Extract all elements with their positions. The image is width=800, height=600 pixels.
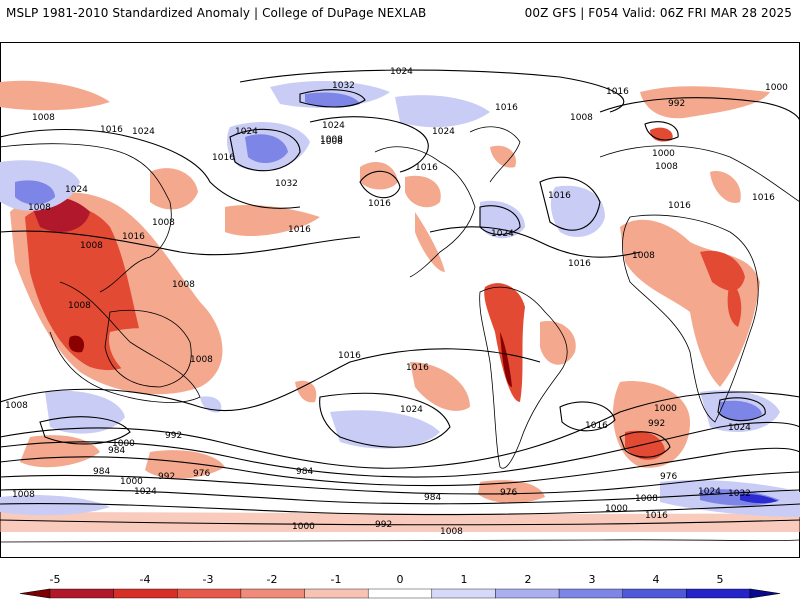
scale-tick-label: 5 [717,573,724,586]
scale-swatch [495,588,560,599]
isobar-label: 1016 [548,191,571,201]
isobar-label: 1016 [100,125,123,135]
isobar-label: 1008 [320,137,343,147]
isobar-label: 1024 [728,423,751,433]
isobar-label: 1016 [668,201,691,211]
scale-swatch [113,588,178,599]
isobar-label: 1000 [765,83,788,93]
isobar-label: 984 [93,467,110,477]
isobar-label: 1024 [491,229,514,239]
scale-tick-label: -2 [267,573,278,586]
isobar-labels: 1024 1032 1016 992 1000 1008 1016 1024 1… [5,67,788,537]
isobar-label: 1016 [338,351,361,361]
scale-tick-label: 0 [397,573,404,586]
scale-tick-label: -5 [50,573,61,586]
isobar-label: 1008 [655,162,678,172]
isobar-label: 1016 [415,163,438,173]
isobar-label: 1000 [112,439,135,449]
isobar-label: 992 [648,419,665,429]
scale-tick-label: 1 [461,573,468,586]
anomaly-map: 1024 1032 1016 992 1000 1008 1016 1024 1… [0,42,800,558]
isobar-label: 1024 [322,121,345,131]
isobar-label: 992 [158,472,175,482]
color-scale-swatches [19,588,781,599]
isobar-label: 1016 [645,511,668,521]
isobar-lines [0,69,800,526]
isobar-label: 1008 [632,251,655,261]
scale-swatch [558,588,623,599]
isobar-label: 1024 [400,405,423,415]
isobar-label: 984 [296,467,313,477]
scale-swatch [304,588,369,599]
isobar-label: 1016 [122,232,145,242]
isobar-label: 1016 [585,421,608,431]
map-title: MSLP 1981-2010 Standardized Anomaly | Co… [6,6,427,20]
scale-tick-label: 2 [525,573,532,586]
isobar-label: 1000 [292,522,315,532]
scale-swatch [19,588,51,599]
isobar-label: 984 [424,493,441,503]
negative-anomaly-areas [0,80,800,532]
scale-tick-label: 4 [653,573,660,586]
isobar-label: 1024 [390,67,413,77]
isobar-label: 976 [193,469,210,479]
scale-swatch [622,588,687,599]
isobar-label: 1008 [440,527,463,537]
scale-tick-label: -3 [203,573,214,586]
isobar-label: 1008 [152,218,175,228]
scale-swatch [367,588,433,599]
isobar-label: 1008 [570,113,593,123]
scale-swatch [49,588,114,599]
isobar-label: 1032 [275,179,298,189]
isobar-label: 992 [668,99,685,109]
isobar-label: 1016 [752,193,775,203]
isobar-label: 1016 [568,259,591,269]
isobar-label: 1016 [288,225,311,235]
scale-swatch [177,588,242,599]
isobar-label: 1016 [495,103,518,113]
isobar-label: 1024 [698,487,721,497]
color-scale-ticks: -5 -4 -3 -2 -1 0 1 2 3 4 5 [50,573,724,586]
color-scale-legend: -5 -4 -3 -2 -1 0 1 2 3 4 5 [19,573,781,599]
scale-tick-label: 3 [589,573,596,586]
isobar-label: 1008 [12,490,35,500]
isobar-label: 1024 [65,185,88,195]
scale-tick-label: -1 [331,573,342,586]
isobar-label: 1024 [235,127,258,137]
isobar-label: 1008 [635,494,658,504]
scale-tick-label: -4 [140,573,151,586]
scale-swatch [686,588,751,599]
scale-swatch [749,588,781,599]
scale-swatch [240,588,305,599]
isobar-label: 1016 [606,87,629,97]
isobar-label: 1008 [28,203,51,213]
isobar-label: 992 [375,520,392,530]
isobar-label: 976 [500,488,517,498]
isobar-label: 992 [165,431,182,441]
isobar-label: 1008 [68,301,91,311]
isobar-label: 1008 [5,401,28,411]
isobar-label: 1016 [368,199,391,209]
isobar-label: 1000 [605,504,628,514]
isobar-label: 1000 [654,404,677,414]
isobar-label: 1000 [652,149,675,159]
isobar-label: 1008 [80,241,103,251]
isobar-label: 1008 [190,355,213,365]
model-run-info: 00Z GFS | F054 Valid: 06Z FRI MAR 28 202… [524,6,792,20]
isobar-label: 976 [660,472,677,482]
isobar-label: 1032 [728,489,751,499]
isobar-label: 1024 [134,487,157,497]
positive-anomaly-areas [0,80,800,517]
isobar-label: 1032 [332,81,355,91]
isobar-label: 1024 [432,127,455,137]
scale-swatch [431,588,496,599]
isobar-label: 1008 [32,113,55,123]
isobar-label: 1008 [172,280,195,290]
isobar-label: 1008 [320,135,343,145]
isobar-label: 1016 [406,363,429,373]
isobar-label: 984 [108,446,125,456]
isobar-label: 1000 [120,477,143,487]
isobar-label: 1016 [212,153,235,163]
isobar-label: 1024 [132,127,155,137]
